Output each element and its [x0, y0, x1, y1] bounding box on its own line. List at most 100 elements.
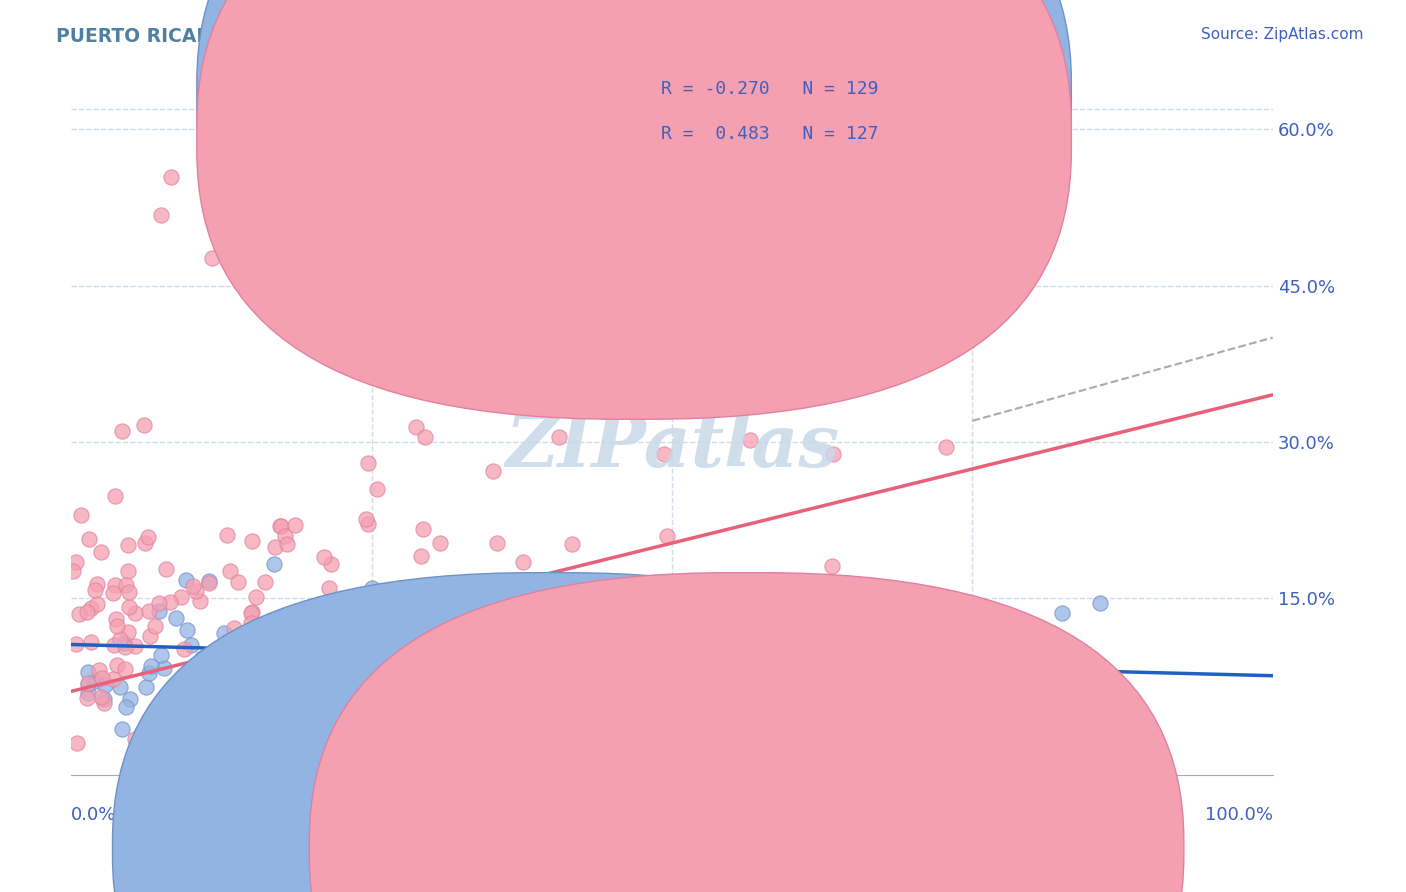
Point	[271, 613, 294, 627]
Point	[710, 574, 733, 588]
Point	[513, 641, 536, 656]
Point	[571, 681, 593, 695]
Point	[90, 690, 112, 704]
Point	[118, 599, 141, 614]
Point	[350, 706, 373, 721]
Point	[486, 536, 509, 550]
Point	[242, 671, 264, 685]
Point	[186, 659, 208, 673]
Point	[548, 430, 571, 444]
Point	[318, 581, 340, 595]
Point	[83, 582, 105, 597]
Point	[561, 537, 583, 551]
Point	[328, 607, 350, 621]
Point	[149, 208, 172, 222]
Point	[124, 639, 146, 653]
Point	[242, 627, 264, 641]
Point	[139, 629, 162, 643]
Point	[114, 662, 136, 676]
Point	[134, 535, 156, 549]
Point	[198, 576, 221, 591]
Point	[821, 559, 844, 574]
Point	[335, 693, 357, 707]
Point	[644, 574, 666, 589]
Point	[319, 704, 342, 718]
Point	[111, 723, 134, 737]
Point	[252, 670, 274, 684]
Point	[217, 528, 239, 542]
Point	[62, 564, 84, 578]
Point	[222, 680, 245, 694]
Point	[496, 656, 519, 670]
Point	[337, 612, 360, 626]
Point	[179, 726, 201, 740]
Point	[70, 508, 93, 522]
Point	[412, 522, 434, 536]
Point	[179, 665, 201, 679]
Point	[339, 728, 361, 742]
Point	[273, 529, 295, 543]
Point	[824, 640, 846, 655]
Point	[240, 605, 263, 619]
Point	[86, 576, 108, 591]
Point	[472, 593, 495, 607]
Text: Puerto Ricans: Puerto Ricans	[572, 838, 696, 856]
Point	[181, 579, 204, 593]
Point	[429, 535, 451, 549]
Point	[108, 632, 131, 646]
Point	[232, 724, 254, 739]
Point	[94, 678, 117, 692]
Point	[170, 747, 193, 761]
Point	[103, 638, 125, 652]
Point	[595, 588, 617, 602]
Point	[93, 692, 115, 706]
Point	[278, 706, 301, 721]
Point	[733, 616, 755, 631]
Point	[614, 726, 637, 740]
Point	[538, 591, 561, 606]
Point	[413, 618, 436, 632]
Point	[823, 447, 845, 461]
Point	[65, 736, 87, 750]
Point	[411, 549, 433, 564]
Point	[249, 739, 271, 754]
Point	[65, 637, 87, 651]
Point	[219, 715, 242, 730]
Point	[149, 648, 172, 663]
Point	[104, 489, 127, 503]
Point	[198, 665, 221, 680]
Point	[117, 564, 139, 578]
Point	[404, 719, 426, 733]
Point	[138, 666, 160, 681]
Point	[354, 614, 377, 628]
Point	[77, 677, 100, 691]
Point	[264, 540, 287, 554]
Point	[384, 649, 406, 664]
Point	[357, 456, 380, 470]
Point	[105, 619, 128, 633]
Point	[364, 626, 387, 640]
Point	[481, 464, 503, 478]
Point	[111, 424, 134, 438]
Point	[105, 612, 128, 626]
Point	[284, 517, 307, 532]
Point	[148, 596, 170, 610]
Point	[188, 594, 211, 608]
Point	[214, 626, 236, 640]
Point	[644, 652, 666, 666]
Point	[444, 710, 467, 724]
Point	[307, 620, 329, 634]
Point	[301, 681, 323, 695]
Point	[256, 617, 278, 632]
Point	[498, 647, 520, 661]
Point	[354, 719, 377, 733]
Text: 0.0%: 0.0%	[72, 806, 117, 824]
Point	[628, 665, 651, 680]
Point	[186, 584, 208, 599]
Point	[114, 640, 136, 654]
Point	[1050, 606, 1073, 620]
Point	[191, 651, 214, 665]
Point	[373, 668, 395, 682]
Point	[222, 622, 245, 636]
Point	[201, 251, 224, 265]
